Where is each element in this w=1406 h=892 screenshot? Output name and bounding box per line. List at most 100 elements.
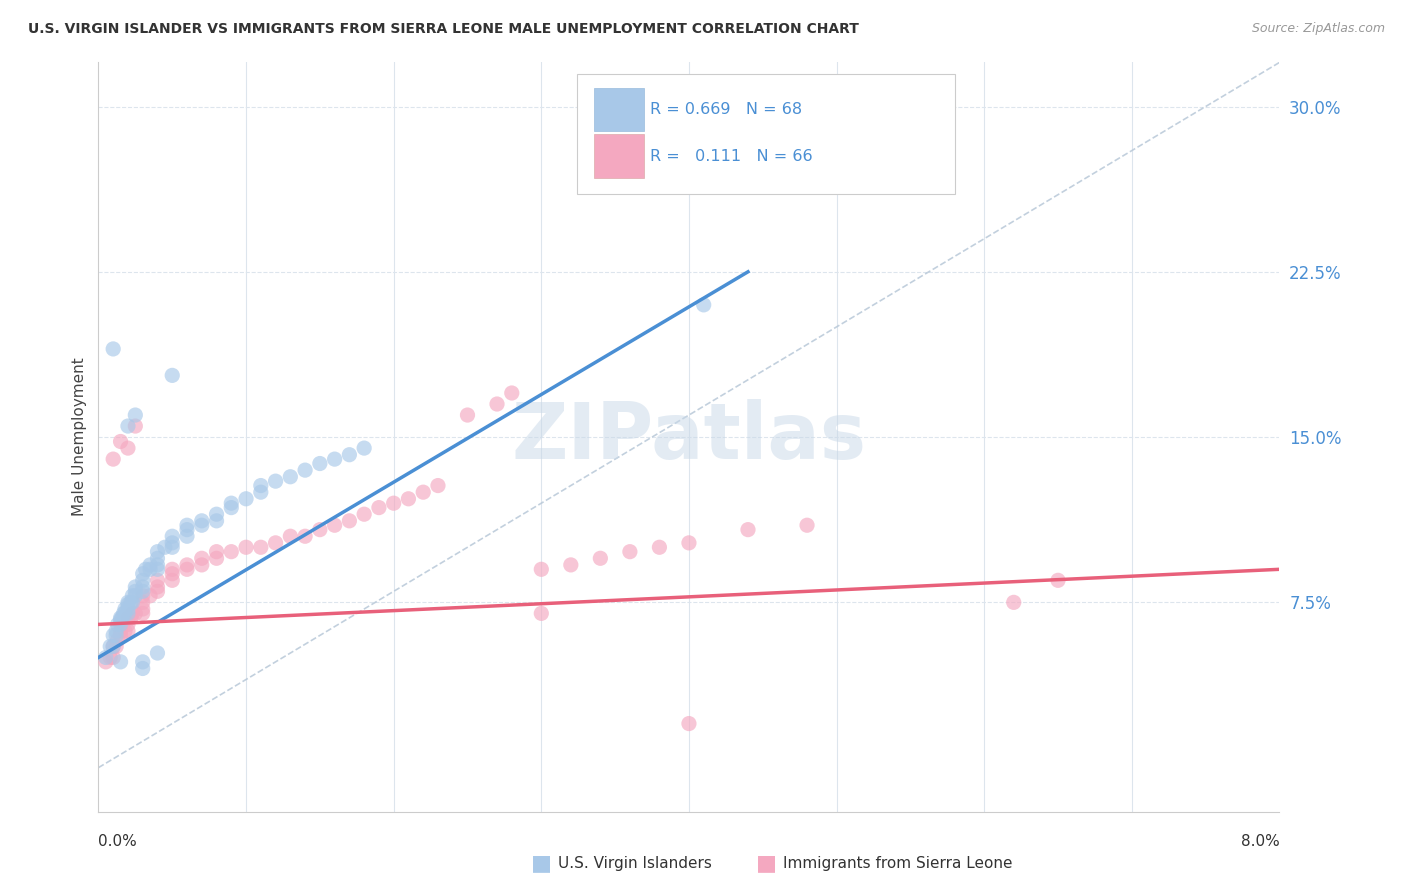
Point: [110, 624, 132, 638]
Point: [132, 566, 155, 581]
Point: [162, 536, 184, 550]
Point: [132, 574, 155, 588]
Point: [176, 558, 198, 572]
Point: [368, 500, 391, 515]
Point: [280, 529, 302, 543]
Text: Immigrants from Sierra Leone: Immigrants from Sierra Leone: [783, 856, 1012, 871]
Point: [120, 611, 142, 625]
Point: [693, 298, 716, 312]
Text: Source: ZipAtlas.com: Source: ZipAtlas.com: [1251, 22, 1385, 36]
Point: [110, 434, 132, 449]
Point: [146, 558, 169, 572]
FancyBboxPatch shape: [576, 74, 955, 194]
Point: [176, 523, 198, 537]
Point: [398, 491, 420, 506]
Point: [250, 541, 273, 555]
Point: [111, 611, 134, 625]
Point: [124, 419, 146, 434]
Point: [103, 342, 125, 356]
Point: [146, 584, 169, 599]
Point: [235, 491, 257, 506]
Point: [124, 589, 146, 603]
Point: [124, 607, 146, 621]
Point: [205, 544, 228, 558]
Point: [121, 595, 143, 609]
Point: [132, 602, 155, 616]
Point: [103, 640, 125, 654]
Point: [205, 507, 228, 521]
Point: [94, 650, 117, 665]
Point: [110, 611, 132, 625]
Point: [132, 595, 155, 609]
Point: [589, 551, 612, 566]
Point: [146, 551, 169, 566]
Point: [176, 518, 198, 533]
FancyBboxPatch shape: [595, 135, 644, 178]
Point: [294, 463, 316, 477]
Point: [457, 408, 479, 422]
FancyBboxPatch shape: [595, 88, 644, 131]
Point: [117, 598, 139, 612]
Point: [117, 595, 139, 609]
Point: [648, 541, 671, 555]
Point: [221, 500, 243, 515]
Point: [117, 602, 139, 616]
Point: [139, 558, 162, 572]
Point: [103, 650, 125, 665]
Point: [107, 617, 129, 632]
Point: [619, 544, 641, 558]
Point: [110, 613, 132, 627]
Point: [796, 518, 818, 533]
Point: [132, 580, 155, 594]
Point: [103, 628, 125, 642]
Point: [221, 496, 243, 510]
Point: [110, 617, 132, 632]
Point: [191, 551, 214, 566]
Point: [117, 624, 139, 638]
Text: 0.0%: 0.0%: [98, 834, 138, 849]
Point: [135, 562, 157, 576]
Point: [678, 716, 700, 731]
Point: [412, 485, 434, 500]
Point: [900, 166, 922, 180]
Point: [110, 655, 132, 669]
Text: 8.0%: 8.0%: [1240, 834, 1279, 849]
Point: [117, 441, 139, 455]
Point: [264, 536, 287, 550]
Point: [132, 589, 155, 603]
Point: [176, 529, 198, 543]
Point: [132, 661, 155, 675]
Point: [153, 541, 176, 555]
Point: [191, 518, 214, 533]
Point: [114, 607, 136, 621]
Text: U.S. Virgin Islanders: U.S. Virgin Islanders: [558, 856, 711, 871]
Point: [737, 523, 759, 537]
Point: [124, 408, 146, 422]
Point: [264, 474, 287, 488]
Point: [139, 562, 162, 576]
Point: [205, 514, 228, 528]
Point: [530, 607, 553, 621]
Point: [98, 650, 121, 665]
Point: [339, 448, 361, 462]
Point: [221, 544, 243, 558]
Point: [94, 655, 117, 669]
Point: [309, 523, 332, 537]
Point: [112, 607, 135, 621]
Y-axis label: Male Unemployment: Male Unemployment: [72, 358, 87, 516]
Point: [323, 452, 346, 467]
Point: [323, 518, 346, 533]
Point: [353, 507, 375, 521]
Point: [132, 655, 155, 669]
Text: ■: ■: [531, 854, 551, 873]
Point: [146, 646, 169, 660]
Point: [120, 595, 142, 609]
Point: [162, 541, 184, 555]
Point: [105, 628, 128, 642]
Point: [162, 529, 184, 543]
Point: [1002, 595, 1025, 609]
Point: [191, 514, 214, 528]
Point: [176, 562, 198, 576]
Point: [117, 419, 139, 434]
Point: [162, 368, 184, 383]
